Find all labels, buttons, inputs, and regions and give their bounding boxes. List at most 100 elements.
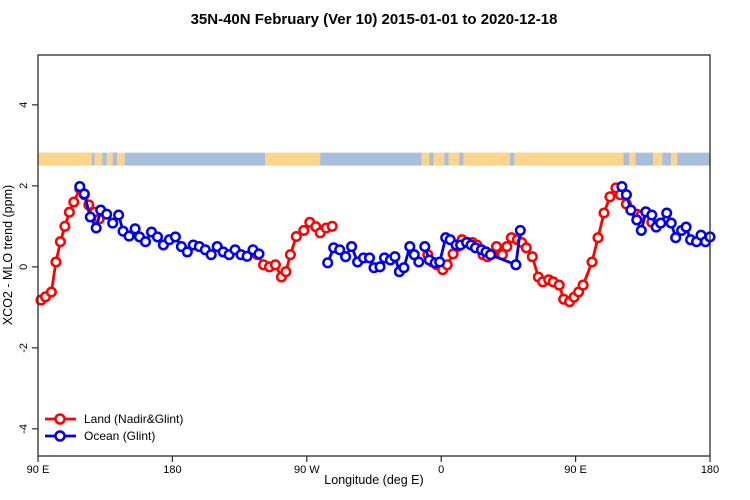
data-point — [139, 236, 152, 248]
band-segment-land — [38, 152, 92, 166]
y-axis-label: XCO2 - MLO trend (ppm) — [1, 185, 15, 325]
data-point — [363, 252, 376, 264]
band-segment-ocean — [91, 152, 95, 166]
legend-land-label: Land (Nadir&Glint) — [84, 412, 183, 426]
x-tick-label: 90 E — [27, 464, 50, 476]
data-point — [586, 256, 598, 268]
data-point — [553, 279, 565, 291]
data-point — [520, 242, 532, 254]
data-point — [604, 191, 616, 203]
data-point — [78, 188, 90, 200]
band-segment-ocean — [459, 152, 464, 166]
data-point — [253, 248, 265, 260]
data-point — [434, 256, 446, 268]
y-axis-ticks: -4 -2 0 2 4 — [18, 102, 38, 434]
band-segment-ocean — [102, 152, 107, 166]
data-point — [334, 244, 346, 256]
data-point — [241, 250, 253, 262]
data-point — [129, 223, 141, 235]
plot-border — [37, 54, 711, 457]
legend-land-marker-icon — [54, 413, 66, 425]
band-segment-land — [106, 152, 113, 166]
band-segment-ocean — [124, 152, 265, 166]
band-segment-land — [514, 152, 624, 166]
data-point — [616, 181, 628, 193]
data-point — [646, 209, 658, 221]
x-tick-label: 180 — [701, 464, 719, 476]
y-tick-label: 2 — [18, 183, 30, 189]
band-segment-ocean — [677, 152, 710, 166]
band-segment-land — [117, 152, 125, 166]
data-point — [340, 251, 352, 263]
data-point — [322, 257, 334, 269]
x-tick-label: 90 E — [564, 464, 587, 476]
data-point — [665, 217, 677, 229]
data-point — [50, 256, 62, 268]
y-tick-label: 4 — [18, 102, 30, 108]
y-tick-label: 0 — [18, 264, 30, 270]
legend-ocean-label: Ocean (Glint) — [84, 429, 155, 443]
band-segment-ocean — [444, 152, 449, 166]
data-point — [280, 266, 292, 278]
data-point — [577, 279, 589, 291]
band-segment-ocean — [509, 152, 515, 166]
data-point — [598, 207, 610, 219]
data-point — [205, 249, 217, 261]
data-point — [269, 259, 281, 271]
land-ocean-band — [38, 152, 710, 166]
data-point — [284, 249, 296, 261]
data-series — [35, 181, 716, 308]
band-segment-ocean — [662, 152, 672, 166]
data-point — [101, 208, 113, 220]
band-segment-land — [264, 152, 321, 166]
data-point — [346, 241, 358, 253]
data-point — [484, 249, 497, 261]
data-point — [510, 259, 522, 271]
data-point — [84, 211, 96, 223]
band-segment-land — [433, 152, 445, 166]
data-point — [326, 220, 338, 232]
x-axis-label: Longitude (deg E) — [324, 473, 423, 487]
data-point — [123, 230, 135, 242]
band-segment-land — [653, 152, 663, 166]
data-point — [113, 209, 125, 221]
data-point — [389, 251, 401, 263]
data-point — [680, 221, 692, 233]
data-point — [501, 241, 513, 253]
data-point — [490, 241, 503, 253]
data-point — [151, 231, 164, 243]
data-point — [68, 196, 80, 208]
band-segment-ocean — [320, 152, 422, 166]
data-point — [661, 207, 673, 219]
data-point — [54, 236, 66, 248]
x-tick-label: 180 — [163, 464, 181, 476]
band-segment-land — [448, 152, 460, 166]
data-point — [45, 286, 57, 298]
data-point — [169, 231, 181, 243]
data-point — [625, 204, 637, 216]
band-segment-land — [671, 152, 678, 166]
legend: Land (Nadir&Glint) Ocean (Glint) — [45, 412, 183, 443]
data-point — [374, 261, 386, 273]
band-segment-land — [629, 152, 636, 166]
data-point — [90, 222, 102, 234]
data-point — [419, 241, 431, 253]
data-point — [107, 217, 119, 229]
y-tick-label: -2 — [18, 343, 30, 353]
data-point — [290, 230, 302, 243]
data-point — [620, 189, 632, 201]
x-tick-label: 90 W — [294, 464, 320, 476]
data-point — [526, 251, 538, 263]
data-point — [655, 217, 667, 229]
data-point — [404, 241, 416, 253]
data-point — [670, 232, 682, 244]
band-segment-ocean — [635, 152, 654, 166]
band-segment-land — [463, 152, 510, 166]
data-point — [592, 232, 604, 244]
band-segment-ocean — [429, 152, 434, 166]
y-tick-label: -4 — [18, 424, 30, 434]
x-tick-label: 0 — [438, 464, 444, 476]
x-axis-ticks: 90 E 180 90 W 0 90 E 180 — [27, 456, 719, 476]
data-point — [631, 214, 643, 226]
